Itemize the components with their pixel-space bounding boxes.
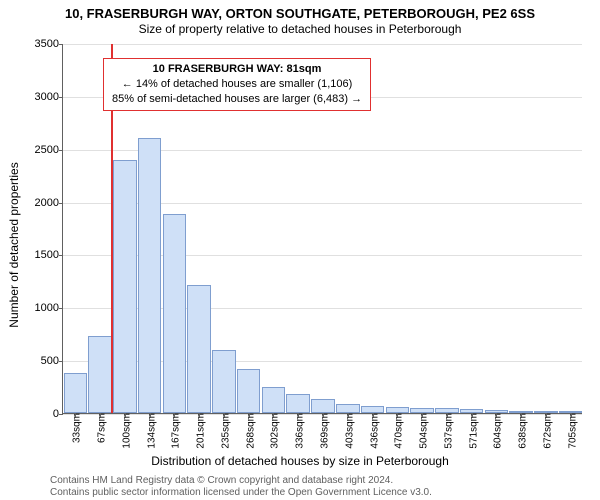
x-tick-mark bbox=[472, 413, 473, 417]
x-tick-label: 134sqm bbox=[142, 413, 157, 449]
histogram-bar bbox=[113, 160, 137, 413]
histogram-bar bbox=[262, 387, 286, 413]
x-tick-mark bbox=[447, 413, 448, 417]
y-tick-label: 3500 bbox=[19, 38, 63, 50]
histogram-bar bbox=[163, 214, 187, 413]
x-tick-mark bbox=[571, 413, 572, 417]
histogram-bar bbox=[286, 394, 310, 413]
plot-area: 10 FRASERBURGH WAY: 81sqm ← 14% of detac… bbox=[62, 44, 582, 414]
x-tick-mark bbox=[150, 413, 151, 417]
histogram-bar bbox=[64, 373, 88, 413]
x-tick-label: 403sqm bbox=[340, 413, 355, 449]
y-tick-mark bbox=[59, 308, 63, 309]
x-tick-label: 33sqm bbox=[68, 413, 83, 443]
x-tick-label: 672sqm bbox=[538, 413, 553, 449]
x-tick-mark bbox=[75, 413, 76, 417]
x-tick-mark bbox=[199, 413, 200, 417]
y-tick-label: 1000 bbox=[19, 302, 63, 314]
chart-container: 10, FRASERBURGH WAY, ORTON SOUTHGATE, PE… bbox=[0, 0, 600, 500]
x-axis-label: Distribution of detached houses by size … bbox=[0, 454, 600, 468]
x-tick-label: 100sqm bbox=[117, 413, 132, 449]
x-tick-label: 604sqm bbox=[489, 413, 504, 449]
y-tick-mark bbox=[59, 414, 63, 415]
y-tick-mark bbox=[59, 203, 63, 204]
histogram-bar bbox=[88, 336, 112, 413]
y-tick-mark bbox=[59, 255, 63, 256]
y-tick-mark bbox=[59, 97, 63, 98]
x-tick-mark bbox=[224, 413, 225, 417]
x-tick-mark bbox=[249, 413, 250, 417]
y-tick-label: 3000 bbox=[19, 91, 63, 103]
x-tick-mark bbox=[422, 413, 423, 417]
x-tick-mark bbox=[100, 413, 101, 417]
chart-title-sub: Size of property relative to detached ho… bbox=[0, 22, 600, 36]
histogram-bar bbox=[361, 406, 385, 413]
x-tick-label: 571sqm bbox=[464, 413, 479, 449]
x-tick-mark bbox=[496, 413, 497, 417]
x-tick-mark bbox=[125, 413, 126, 417]
histogram-bar bbox=[336, 404, 360, 414]
y-tick-label: 0 bbox=[19, 408, 63, 420]
info-box: 10 FRASERBURGH WAY: 81sqm ← 14% of detac… bbox=[103, 58, 371, 111]
x-tick-label: 705sqm bbox=[563, 413, 578, 449]
y-tick-mark bbox=[59, 361, 63, 362]
y-tick-label: 2000 bbox=[19, 197, 63, 209]
info-box-line1: 10 FRASERBURGH WAY: 81sqm bbox=[112, 62, 362, 77]
x-tick-mark bbox=[298, 413, 299, 417]
chart-title-main: 10, FRASERBURGH WAY, ORTON SOUTHGATE, PE… bbox=[0, 6, 600, 21]
x-tick-mark bbox=[273, 413, 274, 417]
x-tick-mark bbox=[397, 413, 398, 417]
x-tick-label: 67sqm bbox=[93, 413, 108, 443]
x-tick-mark bbox=[373, 413, 374, 417]
y-tick-label: 500 bbox=[19, 355, 63, 367]
histogram-bar bbox=[187, 285, 211, 413]
x-tick-label: 638sqm bbox=[514, 413, 529, 449]
histogram-bar bbox=[138, 138, 162, 413]
x-tick-label: 201sqm bbox=[192, 413, 207, 449]
y-tick-label: 2500 bbox=[19, 144, 63, 156]
y-tick-label: 1500 bbox=[19, 249, 63, 261]
footer-line-1: Contains HM Land Registry data © Crown c… bbox=[50, 475, 393, 486]
x-tick-label: 336sqm bbox=[291, 413, 306, 449]
histogram-bar bbox=[311, 399, 335, 413]
footer-line-2: Contains public sector information licen… bbox=[50, 487, 432, 498]
x-tick-label: 302sqm bbox=[266, 413, 281, 449]
x-tick-label: 470sqm bbox=[390, 413, 405, 449]
y-tick-mark bbox=[59, 44, 63, 45]
info-box-line2: ← 14% of detached houses are smaller (1,… bbox=[112, 77, 362, 92]
x-tick-mark bbox=[348, 413, 349, 417]
x-tick-label: 268sqm bbox=[241, 413, 256, 449]
x-tick-label: 504sqm bbox=[415, 413, 430, 449]
x-tick-mark bbox=[521, 413, 522, 417]
x-tick-label: 369sqm bbox=[316, 413, 331, 449]
x-tick-label: 235sqm bbox=[216, 413, 231, 449]
x-tick-mark bbox=[323, 413, 324, 417]
info-box-line3: 85% of semi-detached houses are larger (… bbox=[112, 92, 362, 107]
y-tick-mark bbox=[59, 150, 63, 151]
x-tick-mark bbox=[546, 413, 547, 417]
x-tick-label: 436sqm bbox=[365, 413, 380, 449]
x-tick-label: 167sqm bbox=[167, 413, 182, 449]
x-tick-label: 537sqm bbox=[439, 413, 454, 449]
histogram-bar bbox=[237, 369, 261, 413]
histogram-bar bbox=[212, 350, 236, 413]
x-tick-mark bbox=[174, 413, 175, 417]
